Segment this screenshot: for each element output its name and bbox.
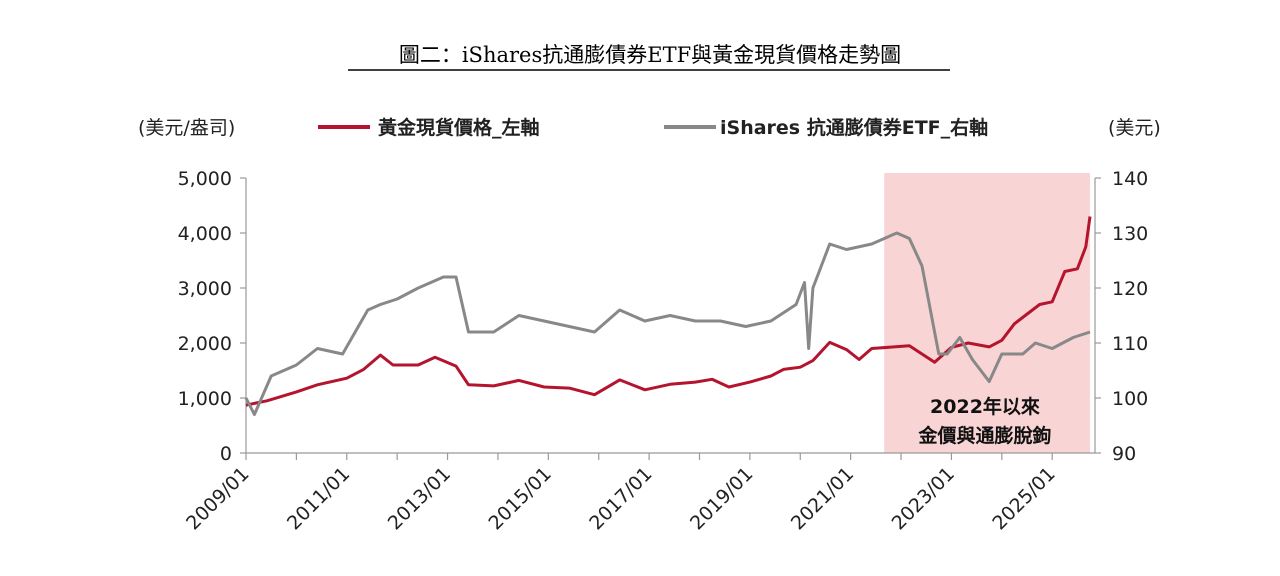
y-right-tick-labels: 140 130 120 110 100 90: [1095, 168, 1148, 465]
y-right-tick-label: 140: [1112, 168, 1148, 190]
x-tick-label: 2023/01: [888, 463, 959, 534]
y-right-tick-label: 130: [1112, 223, 1148, 245]
y-right-tick-label: 90: [1112, 443, 1136, 465]
x-tick-label: 2021/01: [787, 463, 858, 534]
x-tick-label: 2013/01: [384, 463, 455, 534]
y-right-unit-label: (美元): [1108, 117, 1161, 139]
legend-label-etf: iShares 抗通膨債券ETF_右軸: [720, 116, 988, 139]
x-tick-label: 2019/01: [686, 463, 757, 534]
annotation-line2: 金價與通膨脫鉤: [917, 424, 1051, 447]
y-left-tick-labels: 5,000 4,000 3,000 2,000 1,000 0: [178, 168, 246, 465]
y-left-tick-label: 2,000: [178, 333, 232, 355]
series-line-etf: [244, 231, 1091, 416]
legend-label-gold: 黃金現貨價格_左軸: [378, 116, 540, 139]
x-tick-labels: 2009/01 2011/01 2013/01 2015/01 2017/01 2019/…: [182, 453, 1060, 534]
y-left-tick-label: 1,000: [178, 388, 232, 410]
chart-title: 圖二：iShares抗通膨債券ETF與黃金現貨價格走勢圖: [399, 43, 901, 67]
y-left-tick-label: 5,000: [178, 168, 232, 190]
y-right-tick-label: 110: [1112, 333, 1148, 355]
x-tick-label: 2015/01: [484, 463, 555, 534]
series-layer: [244, 216, 1092, 416]
y-left-unit-label: (美元/盎司): [138, 117, 235, 139]
x-tick-label: 2017/01: [585, 463, 656, 534]
x-tick-label: 2025/01: [988, 463, 1059, 534]
axes: [245, 178, 1096, 454]
y-right-tick-label: 120: [1112, 278, 1148, 300]
x-tick-label: 2011/01: [283, 463, 354, 534]
annotation-line1: 2022年以來: [930, 395, 1040, 418]
y-left-tick-label: 0: [220, 443, 232, 465]
y-right-tick-label: 100: [1112, 388, 1148, 410]
x-tick-label: 2009/01: [182, 463, 253, 534]
y-left-tick-label: 4,000: [178, 223, 232, 245]
y-left-tick-label: 3,000: [178, 278, 232, 300]
highlight-region: [884, 173, 1090, 453]
series-line-gold: [245, 216, 1092, 407]
